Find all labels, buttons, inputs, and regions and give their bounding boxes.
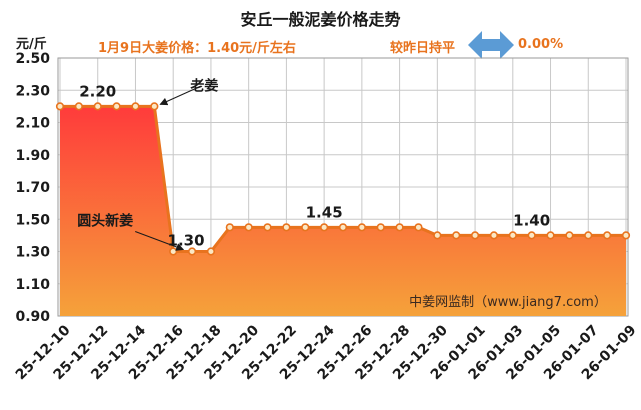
y-tick-label: 1.10 bbox=[15, 277, 50, 293]
change-label: 较昨日持平 bbox=[390, 41, 456, 56]
annotation-new-ginger: 圆头新姜 bbox=[77, 213, 133, 230]
y-axis-unit: 元/斤 bbox=[16, 37, 47, 52]
data-point bbox=[376, 223, 385, 232]
data-point bbox=[225, 223, 234, 232]
annotation-old-ginger: 老姜 bbox=[190, 77, 218, 94]
data-point bbox=[93, 102, 102, 111]
data-point bbox=[338, 223, 348, 232]
annotation-new-ginger-arrow bbox=[135, 231, 185, 251]
annotation-old-ginger-arrow bbox=[159, 85, 201, 106]
chart-subtitle: 1月9日大姜价格：1.40元/斤左右 bbox=[98, 41, 296, 56]
data-point bbox=[414, 223, 423, 232]
data-point bbox=[433, 231, 442, 240]
data-point bbox=[131, 102, 140, 111]
data-point bbox=[263, 223, 272, 232]
double-arrow-icon bbox=[468, 31, 514, 59]
y-tick-label: 1.70 bbox=[15, 180, 50, 196]
data-point bbox=[508, 231, 517, 240]
data-point bbox=[621, 231, 631, 240]
data-point bbox=[55, 102, 65, 111]
data-point bbox=[489, 231, 499, 240]
data-point bbox=[282, 223, 291, 232]
data-point bbox=[527, 231, 536, 240]
y-tick-label: 2.30 bbox=[15, 83, 50, 99]
data-label: 2.20 bbox=[79, 82, 116, 100]
data-point bbox=[301, 223, 310, 232]
data-point bbox=[187, 247, 197, 256]
data-point bbox=[150, 102, 159, 111]
data-label: 1.30 bbox=[168, 232, 205, 250]
data-point bbox=[320, 223, 329, 232]
y-tick-label: 1.30 bbox=[15, 245, 50, 261]
chart-title: 安丘一般泥姜价格走势 bbox=[240, 10, 401, 29]
data-point bbox=[565, 231, 574, 240]
data-point bbox=[206, 247, 216, 256]
data-point bbox=[603, 231, 612, 240]
data-point bbox=[452, 231, 461, 240]
data-point bbox=[112, 102, 121, 111]
y-tick-label: 2.50 bbox=[15, 51, 50, 67]
area-fill bbox=[60, 106, 626, 316]
y-tick-label: 1.50 bbox=[15, 212, 50, 228]
data-label: 1.40 bbox=[513, 211, 550, 229]
y-tick-label: 1.90 bbox=[15, 148, 50, 164]
data-label: 1.45 bbox=[306, 203, 343, 221]
data-point bbox=[169, 247, 178, 256]
data-point bbox=[74, 102, 83, 111]
data-point bbox=[395, 223, 404, 232]
data-point bbox=[546, 231, 555, 240]
y-tick-label: 0.90 bbox=[15, 309, 50, 325]
data-point bbox=[584, 231, 593, 240]
data-point bbox=[244, 223, 253, 232]
y-tick-label: 2.10 bbox=[15, 116, 50, 132]
data-point bbox=[357, 223, 366, 232]
data-point bbox=[470, 231, 480, 240]
change-value: 0.00% bbox=[518, 37, 564, 52]
watermark: 中姜网监制（www.jiang7.com） bbox=[409, 295, 607, 310]
